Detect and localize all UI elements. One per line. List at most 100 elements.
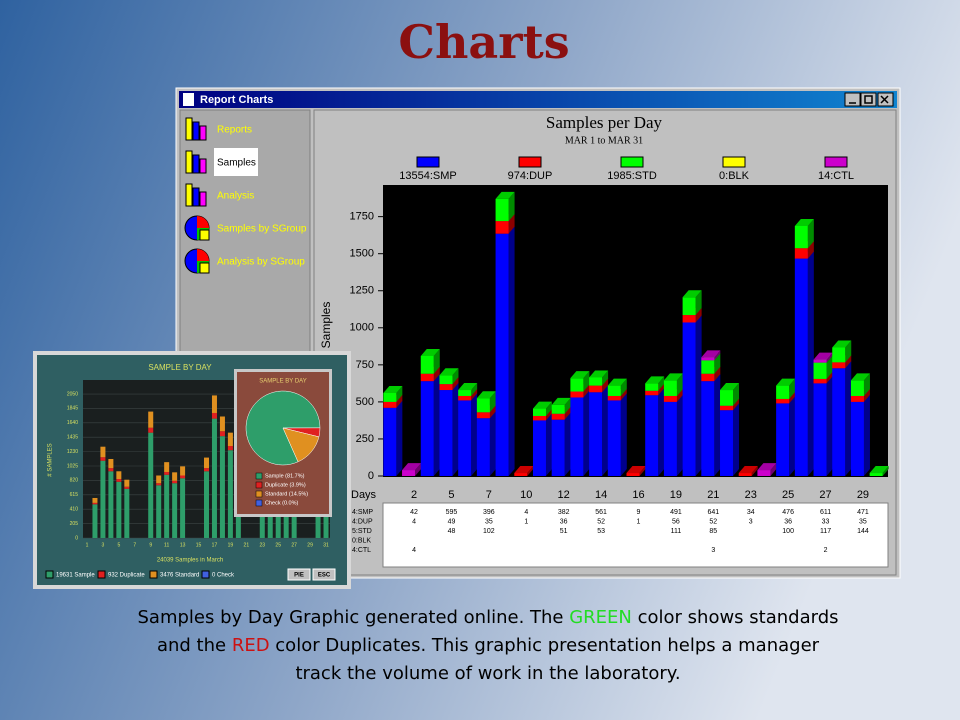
bar-top — [383, 386, 403, 394]
bar-segment — [682, 290, 702, 316]
bar-front — [682, 315, 696, 323]
legend-swatch — [722, 156, 746, 168]
esc-button[interactable] — [312, 568, 336, 581]
bar-top — [682, 290, 702, 298]
bar-top — [439, 368, 459, 376]
bar — [204, 471, 209, 538]
bar-front — [570, 397, 584, 476]
bar-side — [751, 466, 758, 476]
bar-top — [850, 373, 870, 381]
sidebar-item[interactable]: Samples by SGroup — [217, 224, 307, 235]
bar — [180, 478, 186, 538]
bar-segment — [551, 412, 571, 476]
x-tick-label: 31 — [323, 542, 329, 548]
bar-top — [813, 352, 833, 360]
bar-front — [832, 368, 846, 476]
bar-side — [508, 191, 515, 222]
bar-side — [695, 315, 702, 476]
table-cell: 641 — [707, 509, 719, 516]
bar — [227, 450, 233, 538]
caption-green: GREEN — [569, 607, 632, 628]
x-tick-label: 23 — [259, 542, 265, 548]
maximize-button[interactable] — [860, 92, 877, 107]
bar-segment — [607, 378, 627, 396]
pie-button-label[interactable]: PIE — [294, 573, 304, 579]
bar — [156, 475, 162, 484]
bar-front — [383, 401, 397, 408]
caption-red: RED — [232, 635, 270, 656]
window-icon — [183, 93, 194, 106]
bar-side — [471, 393, 478, 476]
table-cell: 1 — [637, 518, 641, 525]
x-tick-label: 16 — [632, 489, 644, 501]
x-tick-label: 23 — [745, 489, 757, 501]
bar-side — [733, 383, 740, 406]
bar-front — [850, 380, 864, 396]
bar-side — [564, 397, 571, 414]
bar-top — [794, 218, 814, 226]
bar-side — [807, 251, 814, 476]
pie-button[interactable] — [287, 568, 311, 581]
sidebar-item[interactable]: Samples — [217, 158, 256, 169]
bar-top — [495, 191, 515, 199]
bar-segment — [645, 376, 665, 391]
bar-side — [433, 374, 440, 476]
y-tick-label: 820 — [70, 478, 79, 484]
table-cell: 117 — [820, 528, 831, 535]
x-tick-label: 3 — [102, 542, 105, 548]
x-tick-label: 25 — [782, 489, 794, 501]
bar — [148, 427, 154, 433]
bar-segment — [813, 352, 833, 363]
bar-top — [589, 370, 609, 378]
bar-segment — [682, 315, 702, 476]
table-cell: 49 — [448, 518, 456, 525]
table-cell: 56 — [672, 518, 680, 525]
bar-front — [439, 390, 453, 476]
bar-segment — [439, 368, 459, 385]
x-tick-label: 29 — [857, 489, 869, 501]
bar-side — [826, 352, 833, 363]
bar-front — [570, 391, 584, 398]
bar-segment — [832, 340, 852, 363]
table-cell: 476 — [782, 509, 794, 516]
sidebar-item[interactable]: Analysis by SGroup — [217, 257, 305, 268]
bar-front — [532, 408, 546, 416]
bar-segment — [850, 373, 870, 396]
bar-side — [714, 353, 721, 374]
legend-label: Standard (14.5%) — [265, 491, 308, 497]
x-tick-label: 17 — [212, 542, 218, 548]
x-tick-label: 27 — [291, 542, 297, 548]
legend-swatch — [255, 481, 263, 489]
sidebar-item[interactable]: Analysis — [217, 191, 254, 202]
esc-button-label[interactable]: ESC — [318, 573, 331, 579]
bar-segment — [495, 191, 515, 222]
bar-side — [639, 466, 646, 476]
bar — [124, 488, 130, 538]
bar-top — [532, 401, 552, 409]
table-cell: 3 — [711, 547, 715, 554]
bar-front — [701, 381, 715, 476]
bar — [219, 436, 225, 538]
legend-label: Check (0.0%) — [265, 500, 298, 506]
table-cell: 9 — [637, 509, 641, 516]
bar-front — [420, 373, 434, 382]
table-cell: 34 — [747, 509, 755, 516]
sidebar-item[interactable]: Reports — [217, 125, 252, 136]
bar-segment — [832, 361, 852, 476]
bar-front — [850, 401, 864, 476]
bar-segment — [551, 397, 571, 414]
x-tick-label: 15 — [196, 542, 202, 548]
legend-swatch — [97, 570, 106, 579]
bar-side — [807, 218, 814, 249]
inset-title: SAMPLE BY DAY — [148, 363, 212, 372]
bar-segment — [663, 394, 683, 476]
table-cell: 144 — [857, 528, 869, 535]
bar-front — [476, 398, 490, 413]
bar-top — [757, 463, 777, 471]
bar-front — [495, 198, 509, 222]
bar-side — [583, 371, 590, 392]
window-button-glyphs — [849, 95, 889, 104]
bar-segment — [402, 463, 422, 476]
minimize-button[interactable] — [844, 92, 861, 107]
bar — [100, 446, 106, 458]
